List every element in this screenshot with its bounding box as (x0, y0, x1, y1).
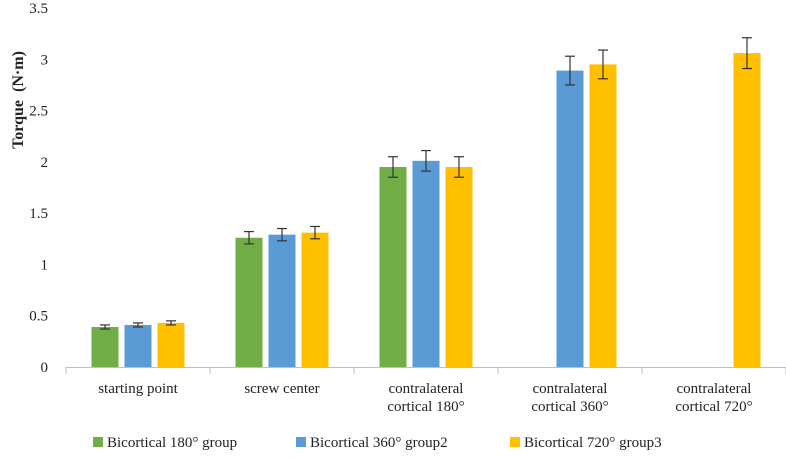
error-bar (742, 37, 752, 70)
error-bar (565, 55, 575, 86)
legend-swatch (93, 437, 103, 447)
bar (445, 166, 473, 367)
legend-swatch (510, 437, 520, 447)
bar (733, 53, 761, 367)
y-tick-label: 1.5 (29, 206, 48, 222)
y-tick-label: 1 (41, 257, 49, 273)
error-bar (598, 49, 608, 80)
bar (268, 234, 296, 367)
legend-label: Bicortical 180° group (107, 435, 237, 451)
bar (412, 160, 440, 367)
bar (301, 232, 329, 367)
x-category-label-line: cortical 720° (675, 399, 752, 415)
x-category-label: contralateral cortical 360° (531, 381, 608, 415)
y-tick-label: 3 (41, 52, 49, 68)
x-category-label-line: cortical 180° (387, 399, 464, 415)
x-category-label-line: contralateral (677, 381, 752, 397)
bar (556, 70, 584, 367)
bar (235, 237, 263, 367)
legend-swatch (296, 437, 306, 447)
y-axis-title: Torque (N·m) (10, 51, 27, 149)
error-bar (100, 324, 110, 330)
y-tick-label: 0 (41, 360, 49, 376)
x-category-label: screw center (244, 381, 319, 397)
legend-item: Bicortical 720° group3 (510, 435, 662, 451)
y-tick-label: 0.5 (29, 309, 48, 325)
legend-item: Bicortical 180° group (93, 435, 237, 451)
error-bar (421, 149, 431, 172)
x-category-label-line: starting point (98, 381, 178, 397)
x-category-label-line: cortical 360° (531, 399, 608, 415)
x-category-label-line: screw center (244, 381, 319, 397)
error-bar (277, 227, 287, 242)
x-category-label-line: contralateral (533, 381, 608, 397)
y-tick-label: 2 (41, 155, 49, 171)
x-category-label: contralateral cortical 180° (387, 381, 464, 415)
x-category-label-line: contralateral (389, 381, 464, 397)
error-bar (454, 156, 464, 178)
error-bar (166, 320, 176, 326)
error-bar (310, 225, 320, 240)
error-bar (244, 231, 254, 245)
y-tick-label: 3.5 (29, 1, 48, 17)
y-tick-label: 2.5 (29, 104, 48, 120)
error-bar (388, 156, 398, 178)
legend-label: Bicortical 360° group2 (310, 435, 448, 451)
bar (589, 64, 617, 368)
error-bar (133, 322, 143, 328)
legend-label: Bicortical 720° group3 (524, 435, 662, 451)
bar (157, 322, 185, 367)
bar (379, 166, 407, 367)
legend-item: Bicortical 360° group2 (296, 435, 448, 451)
bar (91, 326, 119, 367)
bar (124, 324, 152, 367)
x-category-label: starting point (98, 381, 178, 397)
x-category-label: contralateral cortical 720° (675, 381, 752, 415)
